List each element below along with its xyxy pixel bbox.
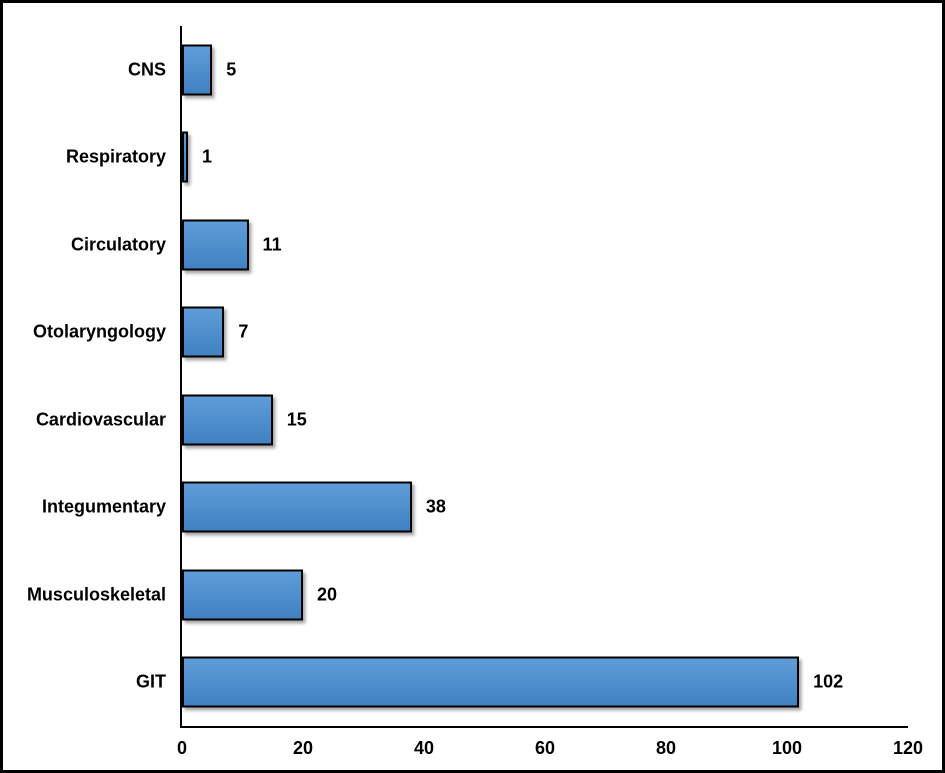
bar-row: Musculoskeletal 20: [27, 551, 908, 639]
x-axis-tick-label: 60: [534, 738, 556, 758]
x-axis-tick-label: 0: [176, 738, 188, 758]
category-label: CNS: [127, 59, 166, 80]
bar-row: Otolaryngology 7: [33, 289, 908, 377]
category-label: Circulatory: [70, 234, 166, 255]
value-label: 102: [813, 671, 844, 692]
value-label: 5: [226, 59, 237, 80]
category-label: Integumentary: [41, 496, 166, 517]
plot-area: CNS 5 Respiratory 1 Circulatory 11 Otolaryngol…: [27, 26, 923, 758]
bar: [182, 394, 273, 446]
value-label: 20: [317, 584, 338, 605]
bar-row: Cardiovascular 15: [36, 376, 908, 464]
x-axis-tick-label: 100: [771, 738, 803, 758]
category-label: Respiratory: [65, 146, 166, 167]
category-label: Musculoskeletal: [26, 584, 166, 605]
value-label: 11: [262, 234, 282, 255]
bar: [182, 131, 189, 183]
value-label: 38: [425, 496, 446, 517]
bar: [182, 306, 225, 358]
bar-row: Respiratory 1: [66, 114, 908, 202]
x-axis-tick-label: 80: [655, 738, 677, 758]
bar: [182, 44, 213, 96]
x-axis-tick-label: 20: [292, 738, 314, 758]
category-label: Otolaryngology: [32, 321, 166, 342]
x-axis-tick-label: 120: [892, 738, 924, 758]
bar: [182, 481, 412, 533]
bar-row: Circulatory 11: [71, 201, 908, 289]
category-label: GIT: [136, 671, 166, 692]
bar-rows-container: CNS 5 Respiratory 1 Circulatory 11 Otolaryngol…: [27, 26, 908, 727]
value-label: 15: [286, 409, 307, 430]
bar: [182, 569, 303, 621]
bar: [182, 656, 800, 708]
category-label: Cardiovascular: [35, 409, 166, 430]
bar-row: CNS 5: [128, 26, 908, 114]
bar: [182, 219, 249, 271]
x-axis-tick-label: 40: [413, 738, 435, 758]
bar-row: Integumentary 38: [42, 464, 908, 552]
value-label: 1: [202, 146, 213, 167]
bar-row: GIT 102: [136, 639, 908, 727]
value-label: 7: [238, 321, 249, 342]
